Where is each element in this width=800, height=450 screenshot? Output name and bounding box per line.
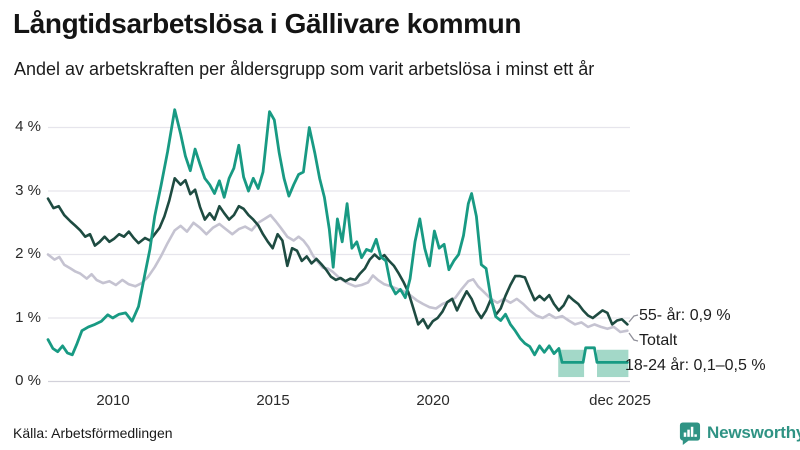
newsworthy-wordmark: Newsworthy bbox=[707, 423, 800, 442]
y-axis-tick-label-2: 2 % bbox=[15, 245, 41, 262]
newsworthy-speech-bubble-barchart-icon bbox=[679, 422, 701, 445]
series-end-label-18-24-ar: 18-24 år: 0,1–0,5 % bbox=[625, 357, 766, 374]
newsworthy-logo: Newsworthy bbox=[678, 421, 800, 445]
page-title: Långtidsarbetslösa i Gällivare kommun bbox=[13, 8, 522, 39]
chart-subtitle: Andel av arbetskraften per åldersgrupp s… bbox=[14, 59, 595, 79]
series-end-label-totalt: Totalt bbox=[639, 332, 678, 349]
y-axis-tick-label-1: 1 % bbox=[15, 309, 41, 326]
x-axis-tick-label-2020: 2020 bbox=[416, 392, 450, 409]
x-axis-tick-label-2010: 2010 bbox=[96, 392, 130, 409]
x-axis-tick-label-2015: 2015 bbox=[256, 392, 290, 409]
series-end-label-55-ar: 55- år: 0,9 % bbox=[639, 307, 731, 324]
source-note: Källa: Arbetsförmedlingen bbox=[13, 425, 173, 441]
y-axis-tick-label-3: 3 % bbox=[15, 182, 41, 199]
x-axis-tick-label-dec-2025: dec 2025 bbox=[589, 392, 651, 409]
y-axis-tick-label-4: 4 % bbox=[15, 118, 41, 135]
y-axis-tick-label-0: 0 % bbox=[15, 372, 41, 389]
